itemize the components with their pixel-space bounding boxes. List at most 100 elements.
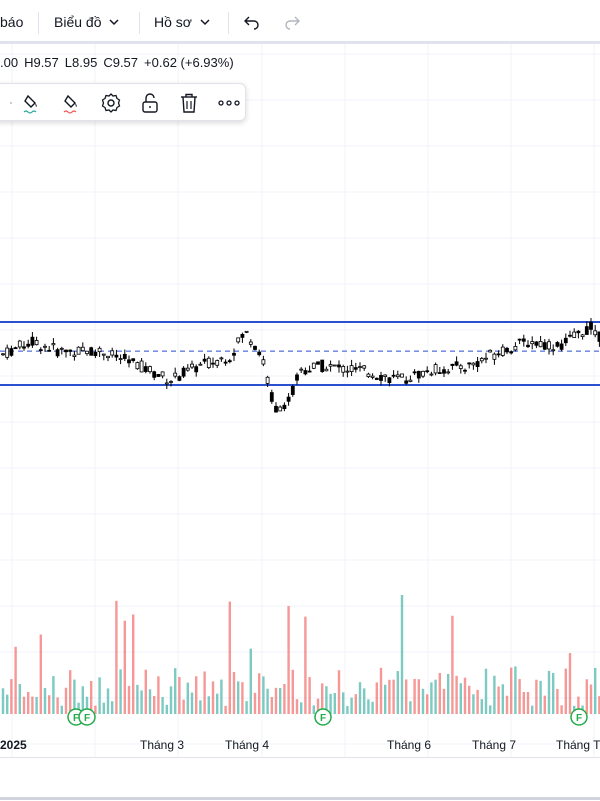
candle-body [143, 366, 148, 372]
candle-body [68, 349, 73, 352]
redo-icon [285, 16, 300, 30]
candle-body [257, 351, 262, 356]
candle-body [437, 372, 442, 374]
trash-icon [181, 93, 197, 113]
candle-body [114, 354, 119, 358]
volume-bar [531, 705, 534, 714]
candle-body [563, 337, 568, 344]
volume-bar [69, 670, 72, 714]
candle-body [555, 342, 560, 347]
volume-bar [216, 693, 219, 714]
volume-bar [535, 679, 538, 714]
volume-bar [174, 668, 177, 714]
candle-body [408, 379, 413, 382]
volume-bar [426, 694, 429, 714]
event-marker [314, 708, 332, 726]
candle-body [286, 396, 291, 402]
volume-bar [178, 677, 181, 714]
candle-body [467, 362, 472, 365]
x-tick-label: Tháng 7 [472, 738, 517, 752]
profile-menu-button[interactable]: Hồ sơ [154, 8, 212, 36]
more-button[interactable] [217, 92, 241, 114]
candle-body [206, 357, 211, 368]
divider [38, 12, 39, 34]
fill-color-button[interactable] [61, 92, 85, 114]
delete-button[interactable] [177, 92, 201, 114]
line-color-button[interactable] [21, 92, 45, 114]
candle-body [211, 362, 215, 365]
profile-menu-label: Hồ sơ [154, 14, 192, 30]
x-tick-label: Tháng 4 [225, 738, 270, 752]
candle-body [454, 361, 459, 366]
candle-body [345, 370, 350, 373]
volume-bar [400, 594, 404, 714]
volume-bar [375, 682, 378, 714]
top-toolbar: báo Biểu đồ Hồ sơ [0, 0, 600, 44]
volume-bar [358, 682, 362, 714]
candle-body [55, 349, 60, 357]
volume-bar [56, 697, 59, 714]
volume-bar [371, 701, 374, 714]
candle-body [534, 341, 539, 346]
volume-bar [308, 677, 311, 714]
volume-bar [52, 676, 55, 714]
volume-bar [10, 679, 13, 714]
ohlc-close: C9.57 [103, 55, 139, 70]
volume-bar [396, 671, 399, 714]
volume-bar [148, 689, 152, 714]
volume-bar [468, 685, 471, 714]
event-marker [570, 708, 588, 726]
chart-menu-button[interactable]: Biểu đồ [54, 8, 121, 36]
volume-bar [211, 681, 215, 714]
volume-bar [144, 669, 147, 714]
lock-button[interactable] [138, 92, 162, 114]
volume-bar [543, 695, 546, 714]
event-marker-label: F [576, 713, 582, 724]
volume-bar [388, 679, 391, 714]
volume-bar [434, 679, 437, 714]
volume-bar [442, 688, 446, 714]
candle-body [232, 352, 236, 356]
volume-bar [132, 614, 135, 714]
candle-body [513, 345, 518, 351]
volume-bar [493, 675, 496, 714]
volume-bar [237, 681, 240, 714]
candle-body [332, 364, 337, 367]
candle-body [80, 346, 85, 352]
volume-bar [165, 704, 168, 714]
candle-body [429, 373, 434, 376]
alerts-button[interactable]: báo [0, 14, 24, 30]
candle-body [248, 341, 253, 345]
candle-body [76, 346, 81, 355]
drag-handle[interactable] [0, 92, 23, 114]
candle-body [148, 366, 152, 373]
volume-bar [43, 687, 47, 714]
settings-button[interactable] [99, 92, 123, 114]
redo-button[interactable] [283, 8, 301, 36]
candle-body [521, 338, 526, 342]
volume-bar [501, 684, 504, 714]
volume-bar [228, 601, 231, 714]
volume-bar [312, 705, 315, 714]
undo-button[interactable] [243, 8, 261, 36]
volume-bar [295, 699, 299, 714]
candle-body [421, 370, 425, 377]
volume-bar [510, 667, 513, 714]
candle-body [404, 380, 409, 384]
volume-bar [1, 688, 5, 714]
volume-bar [245, 701, 248, 714]
volume-bar [329, 693, 332, 714]
candle-body [26, 343, 31, 347]
candle-body [307, 370, 312, 373]
volume-bar [85, 696, 89, 714]
volume-bar [274, 687, 278, 714]
volume-bar [518, 679, 521, 714]
volume-bar [169, 686, 173, 714]
candle-body [337, 364, 341, 368]
candle-body [580, 334, 585, 338]
chevron-down-icon [109, 19, 120, 26]
divider [139, 12, 140, 34]
candle-body [374, 377, 379, 380]
volume-bar [505, 695, 509, 714]
